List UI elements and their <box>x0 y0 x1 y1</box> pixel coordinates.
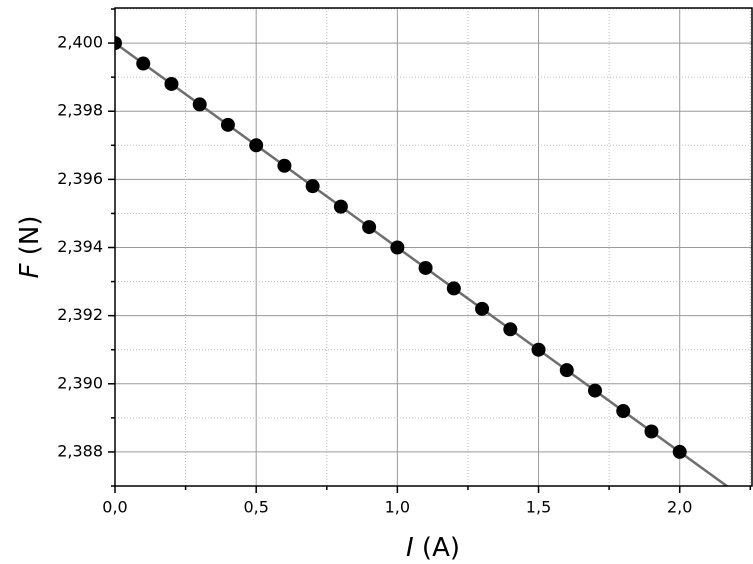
x-tick-label: 2,0 <box>667 498 692 517</box>
y-unit: (N) <box>15 216 45 256</box>
data-point <box>390 240 405 255</box>
data-point <box>616 404 631 419</box>
data-point <box>115 36 122 51</box>
data-point <box>277 158 292 173</box>
data-point <box>475 301 490 316</box>
axes: 0,0 0,5 1,0 1,5 2,0 2,388 2,390 2,392 2,394 2,396… <box>57 8 752 517</box>
data-point <box>446 281 461 296</box>
plot-area <box>115 36 729 486</box>
data-point <box>192 97 207 112</box>
x-axis-title: I (A) <box>406 533 460 563</box>
y-tick-label: 2,398 <box>57 101 103 120</box>
y-tick-label: 2,394 <box>57 237 103 256</box>
grid <box>114 8 752 487</box>
data-point <box>136 56 151 71</box>
data-point <box>333 199 348 214</box>
x-tick-label: 0,0 <box>102 498 127 517</box>
fit-line <box>115 42 729 486</box>
x-tick-label: 1,0 <box>385 498 410 517</box>
plot-frame <box>114 7 753 487</box>
y-tick-label: 2,388 <box>57 441 103 460</box>
data-point <box>644 424 659 439</box>
data-point <box>672 444 687 459</box>
y-tick-label: 2,390 <box>57 373 103 392</box>
x-symbol: I <box>406 533 414 563</box>
y-tick-label: 2,400 <box>57 33 103 52</box>
data-point <box>164 76 179 91</box>
y-tick-label: 2,392 <box>57 305 103 324</box>
x-tick-label: 1,5 <box>526 498 551 517</box>
y-symbol: F <box>15 262 45 278</box>
y-tick-label: 2,396 <box>57 169 103 188</box>
data-point <box>249 138 264 153</box>
data-point <box>305 179 320 194</box>
data-point <box>418 260 433 275</box>
x-tick-label: 0,5 <box>243 498 268 517</box>
y-axis-title: F (N) <box>15 216 45 279</box>
data-point <box>588 383 603 398</box>
data-point <box>220 117 235 132</box>
data-point <box>559 363 574 378</box>
data-point <box>503 322 518 337</box>
data-point <box>531 342 546 357</box>
data-point <box>362 220 377 235</box>
x-unit: (A) <box>422 533 460 563</box>
